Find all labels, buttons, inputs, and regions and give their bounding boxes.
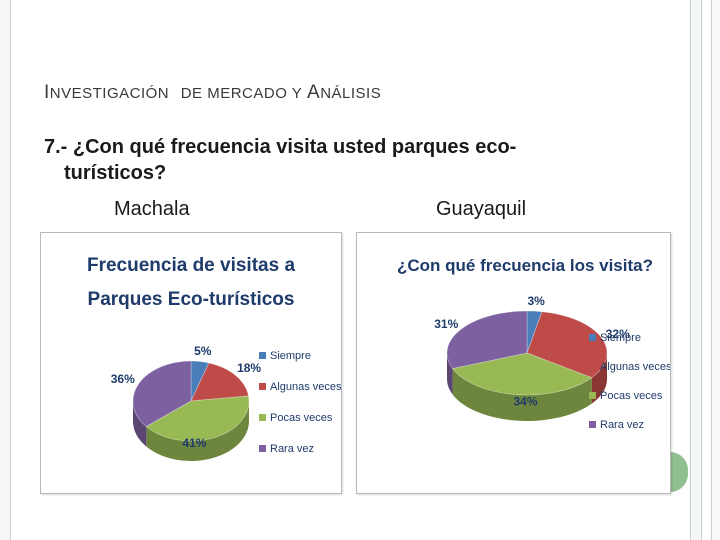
pie-slice-pocas-veces [451, 352, 593, 396]
chart-title-line: Parques Eco-turísticos [88, 289, 295, 310]
legend-swatch [589, 421, 596, 428]
legend-label: Siempre [600, 332, 641, 344]
pie-side-rara-vez [447, 353, 453, 395]
section-title: INVESTIGACIÓN DE MERCADO Y ANÁLISIS [44, 82, 382, 103]
pie-depth [447, 353, 607, 421]
legend-swatch [259, 352, 266, 359]
slide-frame-right-outer [711, 0, 720, 540]
pie-label-siempre: 5% [194, 344, 212, 358]
legend-swatch [589, 334, 596, 341]
legend-label: Algunas veces [600, 361, 670, 373]
pie-side-algunas-veces [591, 353, 607, 404]
chart-title-line: ¿Con qué frecuencia los visita? [397, 256, 653, 275]
pie-label-pocas-veces: 34% [513, 395, 537, 409]
pie-label-siempre: 3% [528, 294, 546, 308]
pie-side-rara-vez [133, 401, 147, 447]
legend-label: Pocas veces [270, 412, 333, 424]
question-line-1: 7.- ¿Con qué frecuencia visita usted par… [44, 136, 517, 158]
pie-slice-rara-vez [446, 310, 528, 369]
legend-label: Rara vez [600, 419, 644, 431]
chart-panel-machala: Frecuencia de visitas a Parques Eco-turís… [40, 232, 342, 494]
legend-swatch [589, 363, 596, 370]
question-text: 7.- ¿Con qué frecuencia visita usted par… [44, 134, 644, 186]
legend-label: Pocas veces [600, 390, 663, 402]
pie-slice-siempre [190, 360, 210, 402]
pie-label-pocas-veces: 41% [182, 436, 206, 450]
city-label-guayaquil: Guayaquil [436, 198, 527, 220]
chart-panel-guayaquil: ¿Con qué frecuencia los visita? 3% 32% 34% 3… [356, 232, 671, 494]
legend-swatch [259, 383, 266, 390]
city-label-machala: Machala [114, 198, 190, 220]
legend-label: Algunas veces [270, 381, 341, 393]
legend-label: Rara vez [270, 443, 314, 455]
pie-side-pocas-veces [146, 401, 249, 461]
pie-label-rara-vez: 36% [111, 372, 135, 386]
pie-chart-guayaquil: ¿Con qué frecuencia los visita? 3% 32% 34% 3… [397, 256, 670, 431]
legend-swatch [589, 392, 596, 399]
slide-frame-right [690, 0, 702, 540]
pie-side-pocas-veces [452, 368, 592, 421]
pie-chart-machala: Frecuencia de visitas a Parques Eco-turís… [87, 255, 341, 461]
pie-slice-algunas-veces [526, 311, 608, 379]
pie-slice-siempre [526, 310, 543, 354]
pie-depth [133, 401, 249, 461]
pie-label-rara-vez: 31% [434, 317, 458, 331]
chart-title-line: Frecuencia de visitas a [87, 255, 295, 276]
pie-slice-pocas-veces [145, 395, 250, 442]
question-line-2: turísticos? [64, 162, 167, 184]
pie-slice-algunas-veces [190, 362, 250, 402]
legend-label: Siempre [270, 350, 311, 362]
legend-swatch [259, 445, 266, 452]
pie-label-algunas-veces: 18% [237, 361, 261, 375]
pie-label-algunas-veces: 32% [606, 327, 630, 341]
legend-swatch [259, 414, 266, 421]
slide-frame-left [0, 0, 11, 540]
pie-slice-rara-vez [132, 360, 192, 427]
